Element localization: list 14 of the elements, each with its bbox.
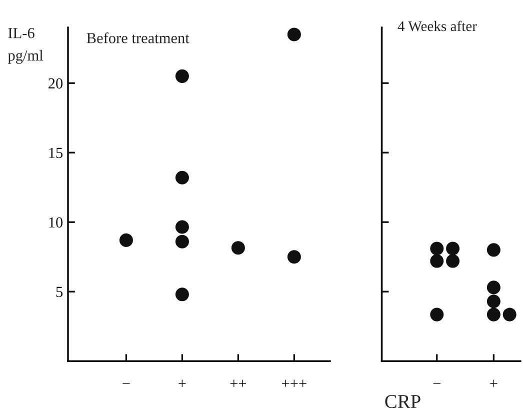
x-tick-label: +++	[282, 380, 306, 387]
y-tick-label: 5	[56, 286, 63, 298]
x-tick-label: −	[122, 382, 130, 384]
x-tick-label: ++	[230, 380, 246, 387]
x-tick-label: −	[433, 382, 440, 384]
y-tick-label: 15	[49, 148, 63, 158]
chart-title: 4 Weeks after	[398, 20, 477, 32]
chart-title: Before treatment	[86, 32, 190, 44]
x-tick-label: +	[490, 380, 498, 387]
x-axis-title: CRP	[385, 394, 420, 408]
y-tick-label: 20	[48, 78, 63, 89]
x-tick-label: +	[178, 380, 186, 387]
y-axis-title: IL-6 pg/ml	[8, 28, 44, 64]
y-tick-label: 10	[49, 217, 63, 228]
